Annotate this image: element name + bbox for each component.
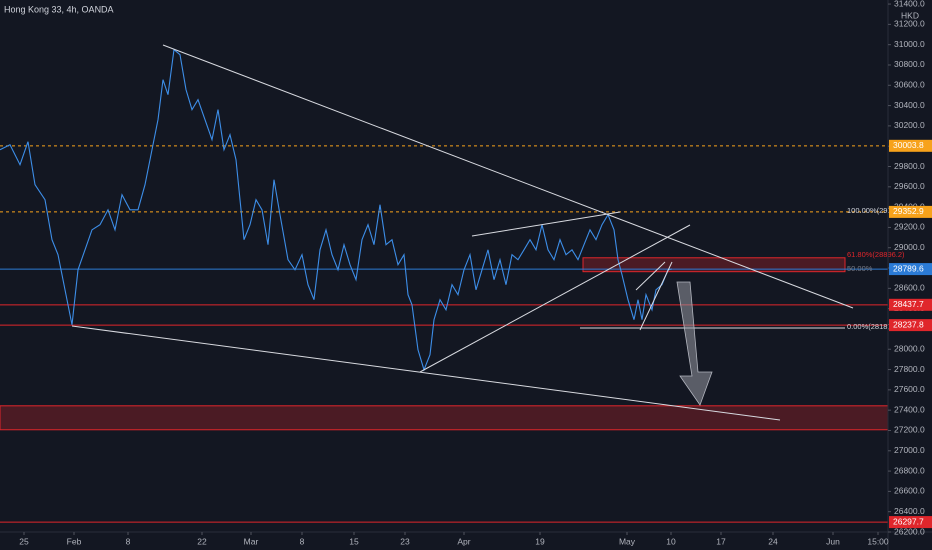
drawings xyxy=(71,44,854,421)
price-label: 26297.7 xyxy=(893,516,924,526)
fib-label: 50.00% xyxy=(847,264,873,273)
trendline xyxy=(71,325,781,421)
y-tick-label: 29000.0 xyxy=(894,242,925,252)
y-tick-label: 30800.0 xyxy=(894,59,925,69)
y-tick-label: 27800.0 xyxy=(894,364,925,374)
y-tick-label: 31000.0 xyxy=(894,39,925,49)
zone xyxy=(582,257,846,273)
trendline xyxy=(419,224,691,373)
trendline xyxy=(471,211,621,237)
price-label: 29352.9 xyxy=(893,206,924,216)
y-tick-label: 26400.0 xyxy=(894,506,925,516)
fib-label: 61.80%(28896.2) xyxy=(847,250,905,259)
fib-label: 0.00%(28187.4) xyxy=(847,322,901,331)
trendline xyxy=(635,261,666,291)
y-unit: HKD xyxy=(901,10,919,20)
zone xyxy=(0,405,889,431)
y-tick-label: 29600.0 xyxy=(894,181,925,191)
y-tick-label: 30600.0 xyxy=(894,80,925,90)
price-label-box xyxy=(889,139,932,152)
y-tick-label: 26600.0 xyxy=(894,486,925,496)
x-tick-label: 19 xyxy=(535,536,545,546)
trendline xyxy=(162,44,854,309)
trendline xyxy=(639,261,673,331)
y-tick-label: 28600.0 xyxy=(894,283,925,293)
x-tick-label: Mar xyxy=(244,536,259,546)
x-tick-label: Jun xyxy=(826,536,840,546)
y-tick-label: 27400.0 xyxy=(894,404,925,414)
price-line xyxy=(0,48,673,372)
axes: 26200.0 26400.0 26600.0 26800.0 27000.0 27200… xyxy=(19,0,932,546)
x-tick-label: 8 xyxy=(300,536,305,546)
fib-label: 100.00%(29334.3) xyxy=(847,206,909,215)
arrow xyxy=(676,281,713,406)
y-tick-label: 26200.0 xyxy=(894,526,925,536)
x-tick-label: 25 xyxy=(19,536,29,546)
x-tick-label: Feb xyxy=(67,536,82,546)
x-tick-label: 23 xyxy=(400,536,410,546)
y-tick-label: 27000.0 xyxy=(894,445,925,455)
y-tick-label: 31200.0 xyxy=(894,19,925,29)
y-tick-label: 27200.0 xyxy=(894,425,925,435)
levels xyxy=(0,145,888,523)
y-tick-label: 29800.0 xyxy=(894,161,925,171)
y-tick-label: 31400.0 xyxy=(894,0,925,8)
price-label: 28437.7 xyxy=(893,299,924,309)
chart-title: Hong Kong 33, 4h, OANDA xyxy=(4,4,114,14)
x-tick-label: 15 xyxy=(349,536,359,546)
y-tick-label: 29200.0 xyxy=(894,222,925,232)
price-label-box xyxy=(889,205,932,218)
x-tick-label: 24 xyxy=(768,536,778,546)
price-label: 30003.8 xyxy=(893,140,924,150)
x-tick-label: 15:00 xyxy=(867,536,889,546)
y-tick-label: 30200.0 xyxy=(894,120,925,130)
x-tick-label: 22 xyxy=(197,536,207,546)
y-tick-label: 30400.0 xyxy=(894,100,925,110)
price-label-box xyxy=(889,319,932,332)
price-label: 28789.6 xyxy=(893,263,924,273)
y-tick-label: 27600.0 xyxy=(894,384,925,394)
plot: 100.00%(29334.3) 61.80%(28896.2) 50.00% 0.0… xyxy=(0,48,909,372)
x-tick-label: 8 xyxy=(126,536,131,546)
price-label-box xyxy=(889,516,932,529)
x-tick-label: 17 xyxy=(716,536,726,546)
price-label-box xyxy=(889,263,932,276)
zones xyxy=(0,257,889,431)
y-tick-label: 26800.0 xyxy=(894,465,925,475)
y-tick-label: 28000.0 xyxy=(894,344,925,354)
x-tick-label: Apr xyxy=(457,536,470,546)
x-tick-label: 10 xyxy=(666,536,676,546)
x-tick-label: May xyxy=(619,536,636,546)
price-label: 28237.8 xyxy=(893,319,924,329)
price-label-box xyxy=(889,298,932,311)
